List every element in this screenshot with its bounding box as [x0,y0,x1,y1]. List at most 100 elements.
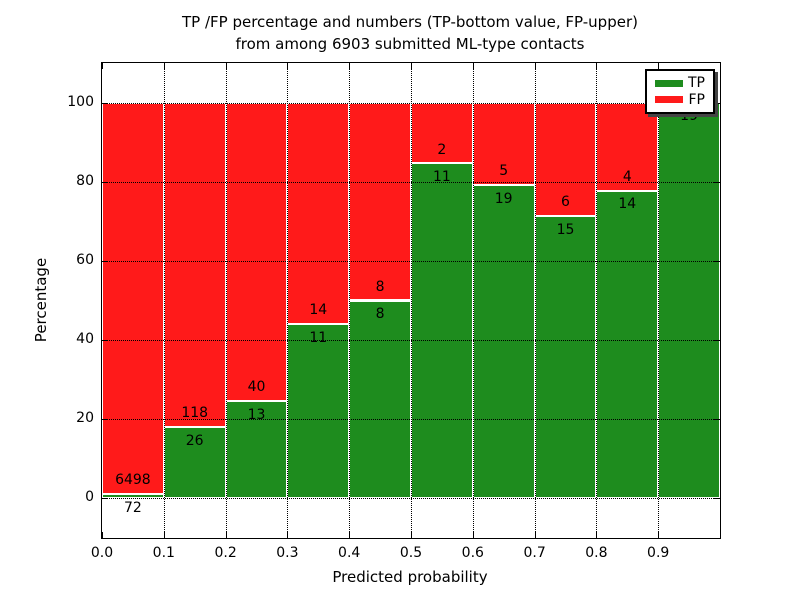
bar-segment-tp [472,185,535,499]
legend-entry-tp: TP [655,76,705,90]
x-axis-label: Predicted probability [332,568,488,586]
x-tick-label: 0.6 [461,545,484,561]
y-tick-right [714,260,720,262]
bar-count-fp: 6 [561,193,570,210]
x-tick-bottom [225,532,227,538]
x-tick-label: 0.9 [647,545,670,561]
x-tick-bottom [658,532,660,538]
bar-count-tp: 19 [494,190,513,207]
bar-count-tp: 11 [432,169,451,186]
y-tick-left [102,498,108,500]
y-tick-right [714,340,720,342]
x-tick-bottom [287,532,289,538]
y-tick-label: 60 [76,251,94,268]
legend-swatch-tp [655,79,683,87]
plot-area: 72 6498 26 118 13 40 11 14 8 8 11 2 19 5 15 6 14 4 19 0.0 0.… [67,62,721,561]
bar-segment-tp [349,300,411,499]
gridline-vertical [596,63,598,538]
x-tick-top [411,63,412,69]
y-tick-left [102,340,108,342]
gridline-vertical [472,63,474,538]
bar-count-tp: 72 [123,499,142,516]
y-tick-left [102,102,108,104]
x-tick-top [225,63,227,69]
bar-count-fp: 14 [309,302,328,319]
bar-segment-fp [102,102,164,495]
legend-entry-fp: FP [655,93,705,107]
chart-title-line1: TP /FP percentage and numbers (TP-bottom… [182,13,638,31]
y-tick-right [714,181,720,183]
x-tick-top [349,63,351,69]
gridline-vertical [163,63,165,538]
y-axis-label: Percentage [32,257,50,343]
x-tick-label: 0.1 [152,545,175,561]
bar-count-fp: 8 [375,278,385,295]
gridline-vertical [287,63,289,538]
x-tick-top [472,63,474,69]
bar-segment-tp [411,163,473,499]
gridline-vertical [658,63,660,538]
x-tick-bottom [472,532,474,538]
bar-segment-tp [658,102,720,499]
bar-segment-fp [349,102,411,301]
x-tick-label: 0.5 [399,545,423,561]
y-tick-right [714,498,720,500]
x-tick-bottom [534,532,536,538]
y-tick-left [102,181,108,183]
bar-segment-tp [163,426,226,499]
legend: TP FP [645,69,715,114]
x-tick-top [658,63,660,69]
chart-title: TP /FP percentage and numbers (TP-bottom… [101,11,719,55]
legend-label-tp: TP [688,75,705,92]
bar-segment-fp [472,102,535,186]
y-tick-label: 100 [67,93,94,110]
legend-label-fp: FP [688,91,706,108]
x-tick-label: 0.0 [90,545,114,561]
x-tick-top [596,63,598,69]
bar-count-tp: 11 [309,330,328,347]
gridline-vertical [411,63,412,538]
y-tick-right [714,419,720,421]
x-tick-top [102,63,103,69]
x-tick-bottom [411,532,412,538]
y-tick-label: 80 [76,172,94,189]
x-tick-bottom [102,532,103,538]
bar-count-tp: 26 [185,432,204,449]
bar-segment-tp [287,324,350,499]
x-tick-top [287,63,289,69]
bar-segment-fp [225,102,288,402]
bar-count-tp: 13 [247,407,266,424]
gridline-vertical [349,63,351,538]
x-tick-label: 0.8 [585,545,608,561]
x-tick-label: 0.2 [214,545,237,561]
chart-title-line2: from among 6903 submitted ML-type contac… [235,35,585,53]
x-tick-bottom [349,532,351,538]
x-tick-top [163,63,165,69]
x-tick-bottom [163,532,165,538]
y-tick-label: 40 [76,331,94,348]
y-tick-label: 0 [85,489,94,506]
y-tick-left [102,260,108,262]
bar-count-fp: 40 [247,379,266,396]
y-tick-right [714,102,720,104]
bar-segment-fp [287,102,350,325]
x-tick-label: 0.3 [276,545,299,561]
bar-segment-tp [102,494,164,499]
x-tick-label: 0.4 [338,545,361,561]
x-tick-top [534,63,536,69]
bar-segment-tp [534,215,597,499]
bar-count-fp: 6498 [115,472,151,489]
y-tick-label: 20 [76,410,94,427]
bar-segment-fp [596,102,659,191]
x-tick-bottom [596,532,598,538]
bar-count-tp: 8 [375,306,385,323]
gridline-vertical [534,63,536,538]
bar-count-fp: 4 [622,168,632,185]
bar-segment-tp [596,190,659,499]
x-tick-label: 0.7 [523,545,546,561]
bar-count-fp: 2 [437,141,447,158]
bar-count-fp: 118 [181,405,209,422]
legend-swatch-fp [655,96,683,104]
bar-segment-fp [163,102,226,427]
